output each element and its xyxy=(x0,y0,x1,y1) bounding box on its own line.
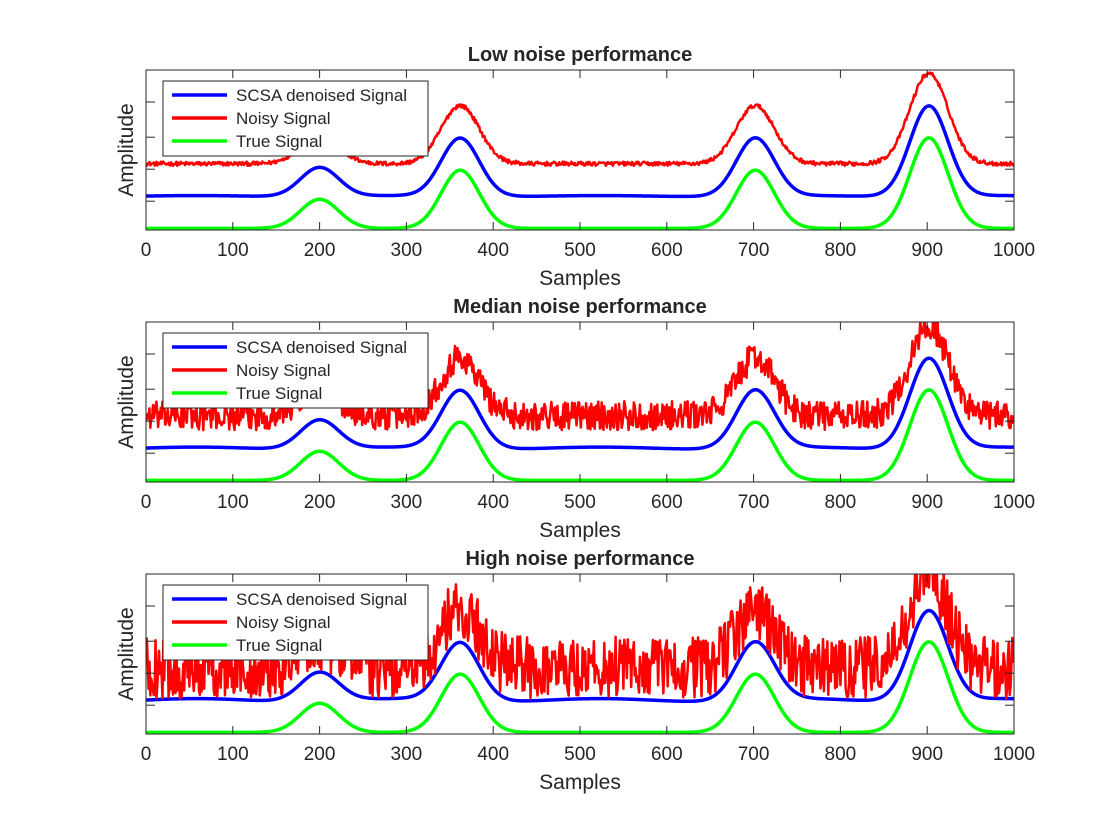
x-tick-label: 900 xyxy=(911,492,943,513)
x-tick-label: 900 xyxy=(911,240,943,261)
legend-label: SCSA denoised Signal xyxy=(236,338,407,357)
x-tick-label: 500 xyxy=(564,744,596,765)
legend-label: SCSA denoised Signal xyxy=(236,590,407,609)
x-tick-label: 500 xyxy=(564,492,596,513)
series-line-noisy-signal xyxy=(146,322,1014,432)
y-axis-label: Amplitude xyxy=(115,355,138,448)
legend: SCSA denoised Signal Noisy Signal True Sig… xyxy=(162,80,429,157)
x-tick-label: 100 xyxy=(217,492,249,513)
x-tick-label: 200 xyxy=(304,492,336,513)
subplot-title: Median noise performance xyxy=(453,296,706,318)
x-tick-label: 700 xyxy=(738,240,770,261)
x-tick-label: 500 xyxy=(564,240,596,261)
x-tick-label: 400 xyxy=(477,492,509,513)
x-tick-label: 1000 xyxy=(993,240,1035,261)
x-tick-label: 0 xyxy=(141,744,152,765)
x-tick-label: 1000 xyxy=(993,492,1035,513)
x-tick-label: 800 xyxy=(825,240,857,261)
y-axis-label: Amplitude xyxy=(115,103,138,196)
series-line-scsa-denoised-signal xyxy=(146,356,1014,451)
x-tick-label: 300 xyxy=(391,240,423,261)
x-tick-label: 0 xyxy=(141,492,152,513)
x-tick-label: 300 xyxy=(391,492,423,513)
x-tick-label: 700 xyxy=(738,744,770,765)
x-tick-label: 600 xyxy=(651,492,683,513)
series-line-scsa-denoised-signal xyxy=(146,608,1014,704)
subplot-title: High noise performance xyxy=(466,548,695,570)
subplot-2: 0 100 200 300 400 500 600 700 800 900 1000 Median n… xyxy=(115,296,1035,542)
x-tick-label: 100 xyxy=(217,240,249,261)
x-tick-label: 800 xyxy=(825,744,857,765)
x-tick-label: 300 xyxy=(391,744,423,765)
x-tick-label: 100 xyxy=(217,744,249,765)
x-tick-label: 900 xyxy=(911,744,943,765)
legend-label: Noisy Signal xyxy=(236,361,331,380)
x-axis-label: Samples xyxy=(539,519,621,542)
x-tick-label: 400 xyxy=(477,744,509,765)
x-tick-label: 700 xyxy=(738,492,770,513)
x-tick-label: 600 xyxy=(651,240,683,261)
series-line-noisy-signal xyxy=(146,574,1014,700)
subplot-title: Low noise performance xyxy=(468,44,693,66)
legend-label: Noisy Signal xyxy=(236,613,331,632)
y-axis-label: Amplitude xyxy=(115,607,138,700)
x-axis-label: Samples xyxy=(539,771,621,794)
legend-label: SCSA denoised Signal xyxy=(236,86,407,105)
x-tick-label: 1000 xyxy=(993,744,1035,765)
legend-label: Noisy Signal xyxy=(236,109,331,128)
x-axis-label: Samples xyxy=(539,267,621,290)
subplot-3: 0 100 200 300 400 500 600 700 800 900 1000 High noi… xyxy=(115,548,1035,794)
x-tick-label: 200 xyxy=(304,240,336,261)
x-tick-label: 0 xyxy=(141,240,152,261)
subplot-1: 0 100 200 300 400 500 600 700 800 900 1000 Low nois… xyxy=(115,44,1035,290)
legend: SCSA denoised Signal Noisy Signal True Sig… xyxy=(162,584,429,661)
legend-label: True Signal xyxy=(236,132,322,151)
x-tick-label: 600 xyxy=(651,744,683,765)
legend-label: True Signal xyxy=(236,384,322,403)
x-tick-label: 200 xyxy=(304,744,336,765)
x-tick-label: 400 xyxy=(477,240,509,261)
series-line-scsa-denoised-signal xyxy=(146,104,1014,199)
x-tick-label: 800 xyxy=(825,492,857,513)
legend: SCSA denoised Signal Noisy Signal True Sig… xyxy=(162,332,429,409)
legend-label: True Signal xyxy=(236,636,322,655)
